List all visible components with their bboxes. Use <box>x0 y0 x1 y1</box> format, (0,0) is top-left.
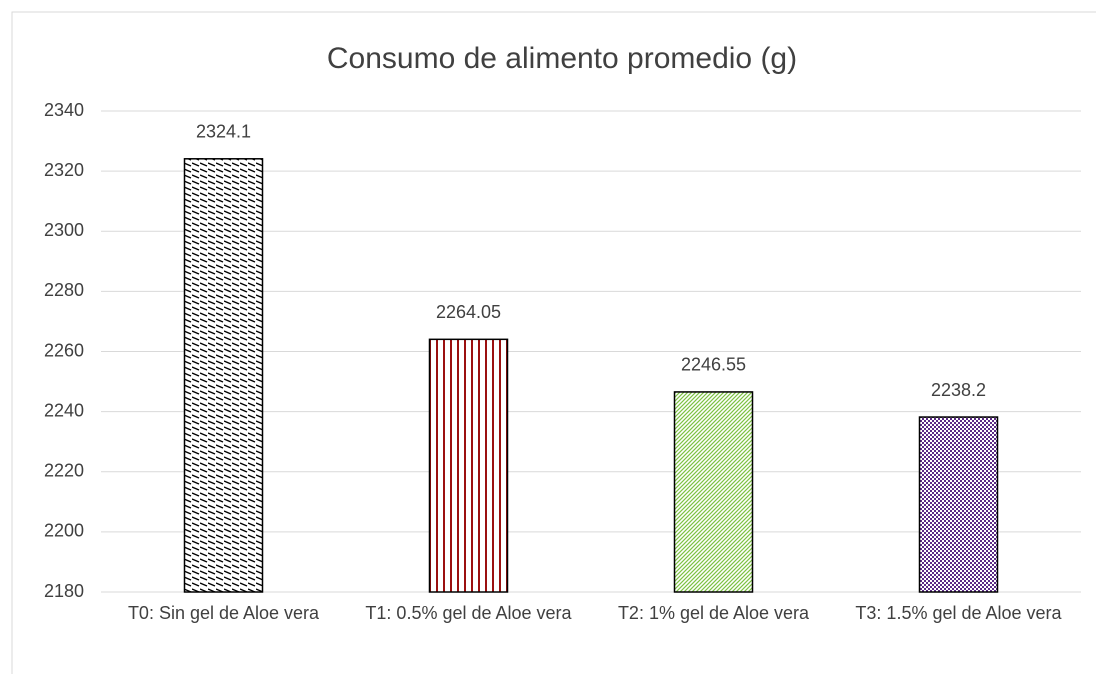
bar <box>428 338 509 593</box>
y-tick-label: 2260 <box>44 340 84 360</box>
y-tick-label: 2300 <box>44 220 84 240</box>
x-tick-label: T1: 0.5% gel de Aloe vera <box>365 603 572 623</box>
y-tick-label: 2200 <box>44 521 84 541</box>
y-tick-label: 2340 <box>44 100 84 120</box>
chart-title: Consumo de alimento promedio (g) <box>327 42 797 75</box>
y-tick-label: 2180 <box>44 581 84 601</box>
bar <box>673 391 754 593</box>
x-tick-label: T2: 1% gel de Aloe vera <box>617 603 810 623</box>
data-label: 2238.2 <box>931 380 986 400</box>
x-tick-label: T0: Sin gel de Aloe vera <box>127 603 320 623</box>
x-tick-container: T1: 0.5% gel de Aloe vera <box>365 603 572 623</box>
data-label: 2264.05 <box>436 302 501 322</box>
x-tick-label: T3: 1.5% gel de Aloe vera <box>855 603 1062 623</box>
y-tick-label: 2280 <box>44 280 84 300</box>
y-tick-label: 2320 <box>44 160 84 180</box>
data-label: 2324.1 <box>196 122 251 142</box>
x-tick-container: T2: 1% gel de Aloe vera <box>617 603 810 623</box>
y-tick-label: 2220 <box>44 461 84 481</box>
x-tick-container: T0: Sin gel de Aloe vera <box>127 603 320 623</box>
bar <box>918 416 999 593</box>
x-tick-container: T3: 1.5% gel de Aloe vera <box>855 603 1062 623</box>
data-label: 2246.55 <box>681 355 746 375</box>
y-tick-label: 2240 <box>44 400 84 420</box>
bar <box>183 158 264 593</box>
